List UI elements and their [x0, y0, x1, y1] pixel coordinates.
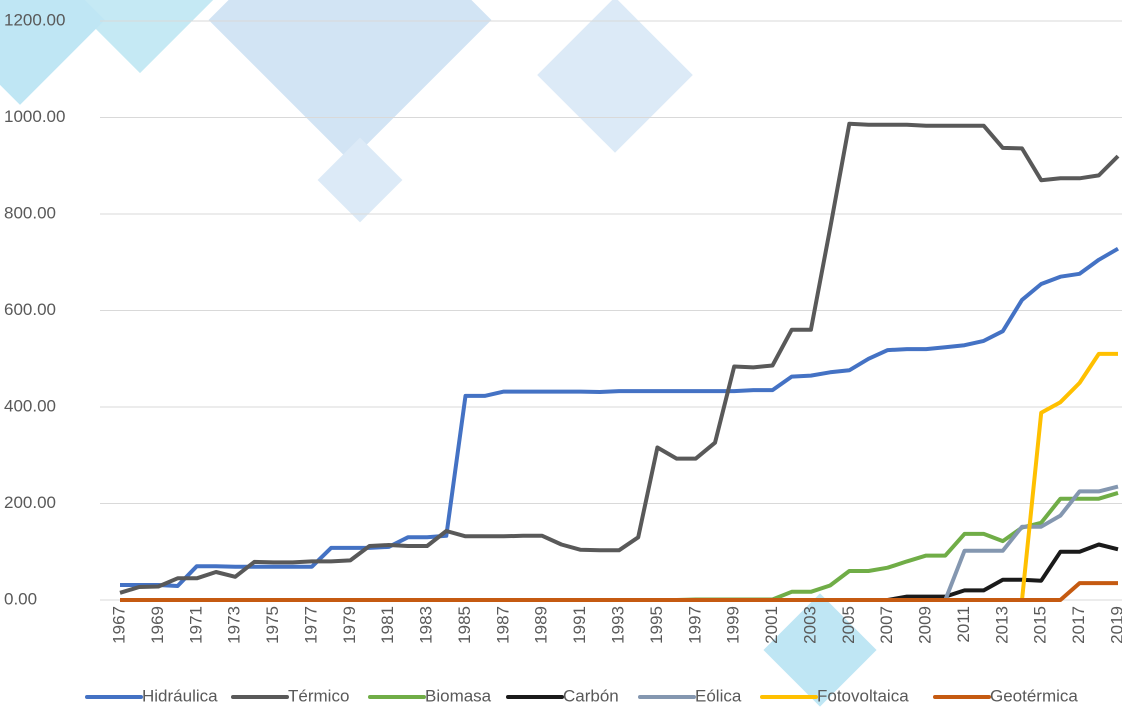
legend-label: Geotérmica [990, 686, 1078, 705]
x-tick-label: 1971 [186, 606, 205, 644]
y-tick-label: 0.00 [4, 589, 37, 608]
y-tick-label: 1200.00 [4, 10, 65, 29]
decor [537, 0, 693, 153]
legend-item: Fotovoltaica [760, 686, 909, 705]
x-tick-label: 2015 [1031, 606, 1050, 644]
legend-label: Hidráulica [142, 686, 218, 705]
legend-label: Fotovoltaica [817, 686, 909, 705]
x-tick-label: 2019 [1107, 606, 1122, 644]
legend-item: Hidráulica [85, 686, 218, 705]
decor [0, 0, 105, 105]
x-tick-label: 1991 [570, 606, 589, 644]
x-tick-label: 2013 [992, 606, 1011, 644]
x-tick-label: 2009 [916, 606, 935, 644]
x-tick-label: 2017 [1069, 606, 1088, 644]
x-tick-label: 2011 [954, 606, 973, 643]
series-line [120, 490, 1119, 602]
x-tick-label: 1977 [301, 606, 320, 644]
series-line [120, 542, 1119, 602]
x-tick-label: 1981 [378, 606, 397, 644]
x-tick-label: 1969 [148, 606, 167, 644]
legend-label: Carbón [563, 686, 619, 705]
legend-item: Eólica [638, 686, 742, 705]
x-tick-label: 1973 [225, 606, 244, 644]
x-tick-label: 2003 [800, 606, 819, 644]
x-tick-label: 2007 [877, 606, 896, 644]
x-tick-label: 2001 [762, 606, 781, 644]
y-tick-label: 1000.00 [4, 107, 65, 126]
legend-item: Térmico [231, 686, 349, 705]
y-tick-label: 200.00 [4, 493, 56, 512]
x-tick-label: 1983 [417, 606, 436, 644]
y-tick-label: 800.00 [4, 203, 56, 222]
decor [208, 0, 492, 162]
legend-label: Térmico [288, 686, 349, 705]
legend-item: Geotérmica [933, 686, 1078, 705]
y-tick-label: 400.00 [4, 396, 56, 415]
x-tick-label: 1967 [109, 606, 128, 644]
x-tick-label: 1999 [724, 606, 743, 644]
y-tick-label: 600.00 [4, 300, 56, 319]
x-tick-label: 1987 [493, 606, 512, 644]
decor [26, 0, 254, 74]
x-tick-label: 1997 [685, 606, 704, 644]
x-tick-label: 1989 [532, 606, 551, 644]
series-line [120, 246, 1120, 588]
x-tick-label: 1975 [263, 606, 282, 644]
x-tick-label: 2005 [839, 606, 858, 644]
x-tick-label: 1979 [340, 606, 359, 644]
legend-label: Biomasa [425, 686, 492, 705]
series-line [120, 581, 1118, 602]
legend-item: Carbón [506, 686, 619, 705]
x-tick-label: 1995 [647, 606, 666, 644]
series-line [119, 121, 1120, 595]
decor [317, 137, 403, 223]
x-tick-label: 1985 [455, 606, 474, 644]
x-tick-label: 1993 [608, 606, 627, 644]
legend-label: Eólica [695, 686, 742, 705]
legend-item: Biomasa [368, 686, 492, 705]
